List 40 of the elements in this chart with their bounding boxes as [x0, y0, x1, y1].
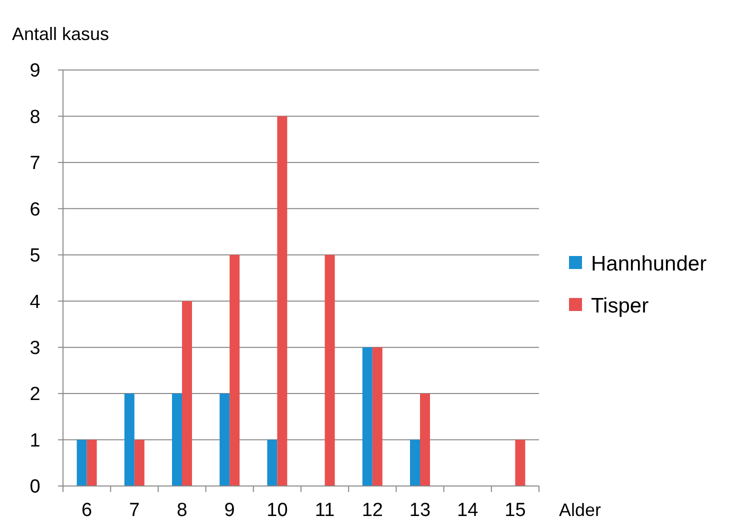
x-tick-label: 10: [266, 500, 288, 521]
x-tick-label: 15: [504, 500, 526, 521]
y-tick-label: 5: [30, 246, 40, 267]
bar: [76, 440, 87, 486]
y-tick-label: 7: [30, 153, 40, 174]
x-tick-label: 11: [314, 500, 335, 521]
x-tick-label: 9: [224, 500, 235, 521]
y-tick-label: 3: [30, 338, 40, 359]
x-tick-label: 7: [129, 500, 140, 521]
bar: [220, 394, 230, 486]
x-tick-label: 12: [362, 500, 383, 521]
x-tick-label: 8: [176, 500, 188, 521]
y-tick-label: 4: [30, 292, 41, 313]
y-tick-label: 9: [30, 60, 40, 82]
bar: [515, 440, 526, 486]
bar: [267, 440, 278, 486]
bar: [372, 347, 382, 486]
bar: [410, 440, 420, 486]
x-tick-label: 13: [409, 500, 431, 521]
y-axis-title: Antall kasus: [12, 24, 110, 44]
bar: [86, 440, 97, 486]
bar: [420, 394, 430, 486]
y-tick-label: 2: [30, 384, 40, 406]
x-axis-title: Alder: [559, 500, 602, 520]
legend-label: Hannhunder: [591, 252, 707, 276]
bar: [324, 254, 335, 486]
y-tick-label: 1: [30, 430, 40, 452]
y-tick-label: 0: [30, 476, 40, 498]
x-tick-label: 6: [82, 500, 92, 521]
bar: [277, 116, 288, 486]
bar: [172, 394, 182, 486]
bar: [134, 440, 144, 486]
bar: [230, 254, 240, 486]
bar: [182, 301, 192, 486]
y-tick-label: 8: [30, 106, 40, 128]
x-tick-label: 14: [457, 500, 479, 521]
legend-label: Tisper: [591, 294, 649, 318]
bar: [362, 347, 372, 486]
bar: [124, 394, 134, 486]
y-tick-label: 6: [30, 199, 40, 220]
